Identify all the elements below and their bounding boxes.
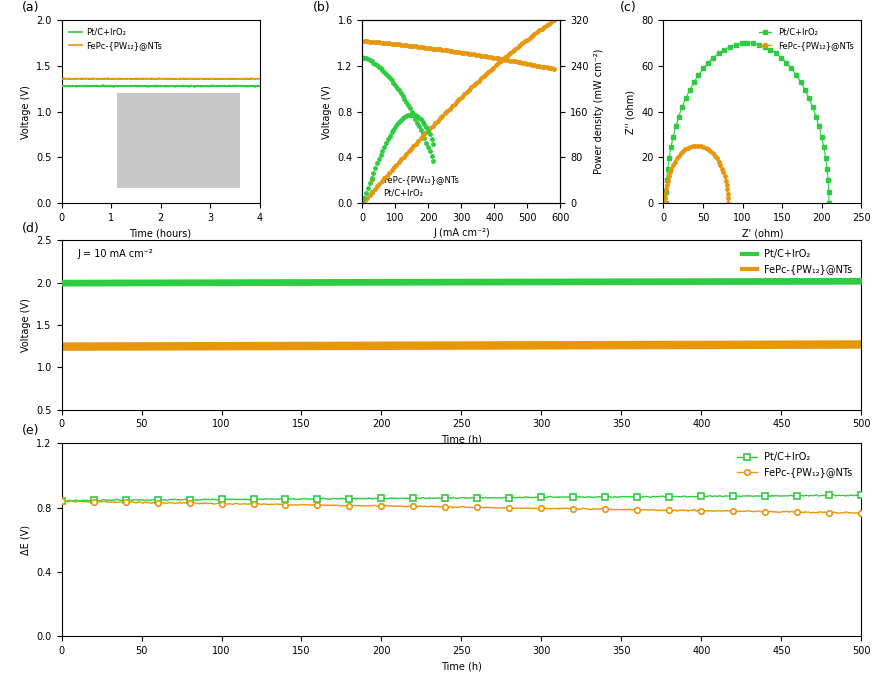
X-axis label: Time (hours): Time (hours): [129, 228, 191, 238]
Y-axis label: ΔE (V): ΔE (V): [21, 525, 31, 555]
Legend: Pt/C+IrO₂, FePc-{PW₁₂}@NTs: Pt/C+IrO₂, FePc-{PW₁₂}@NTs: [738, 245, 855, 278]
Text: (d): (d): [22, 222, 40, 235]
Text: (e): (e): [22, 424, 39, 437]
Legend: FePc-{PW₁₂}@NTs, Pt/C+IrO₂: FePc-{PW₁₂}@NTs, Pt/C+IrO₂: [364, 172, 462, 200]
X-axis label: J (mA cm⁻²): J (mA cm⁻²): [433, 228, 489, 238]
Y-axis label: Voltage (V): Voltage (V): [21, 298, 31, 352]
Legend: Pt/C+IrO₂, FePc-{PW₁₂}@NTs: Pt/C+IrO₂, FePc-{PW₁₂}@NTs: [755, 24, 856, 53]
Text: (c): (c): [619, 1, 636, 14]
X-axis label: Time (h): Time (h): [441, 435, 481, 445]
Text: (b): (b): [313, 1, 330, 14]
Y-axis label: Voltage (V): Voltage (V): [321, 85, 332, 139]
Y-axis label: Power density (mW cm⁻²): Power density (mW cm⁻²): [594, 49, 603, 175]
Legend: Pt/C+IrO₂, FePc-{PW₁₂}@NTs: Pt/C+IrO₂, FePc-{PW₁₂}@NTs: [66, 24, 165, 53]
Text: J = 10 mA cm⁻²: J = 10 mA cm⁻²: [77, 249, 153, 259]
X-axis label: Time (h): Time (h): [441, 661, 481, 672]
X-axis label: Z' (ohm): Z' (ohm): [741, 228, 782, 238]
Legend: Pt/C+IrO₂, FePc-{PW₁₂}@NTs: Pt/C+IrO₂, FePc-{PW₁₂}@NTs: [732, 448, 855, 481]
Y-axis label: Voltage (V): Voltage (V): [21, 85, 31, 139]
Text: (a): (a): [22, 1, 40, 14]
Y-axis label: Z'' (ohm): Z'' (ohm): [625, 90, 635, 133]
